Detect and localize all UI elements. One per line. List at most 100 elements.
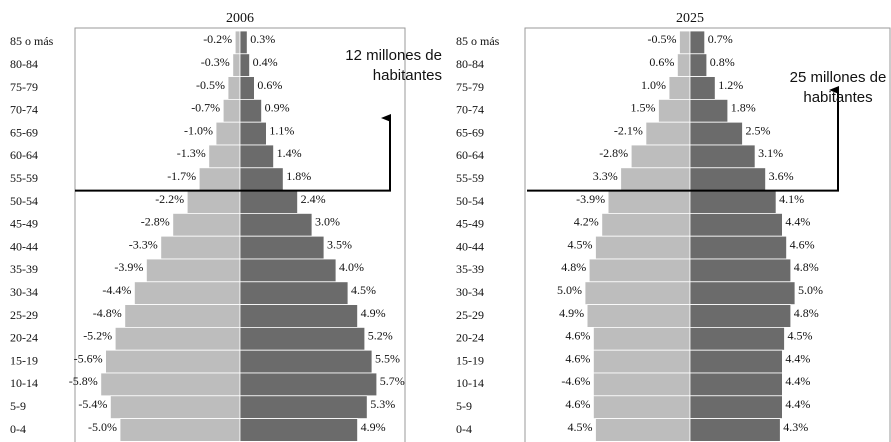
value-label: 1.5%: [631, 101, 656, 115]
bar: [124, 304, 241, 328]
plot-frame: [524, 27, 891, 442]
category-label: 35-39: [456, 262, 484, 276]
bar: [114, 326, 241, 351]
category-label: 55-59: [456, 171, 484, 185]
annotation: habitantes: [803, 89, 872, 106]
value-label: 4.5%: [351, 283, 376, 297]
category-label: 30-34: [456, 285, 484, 299]
category-label: 55-59: [10, 171, 38, 185]
bar: [593, 349, 691, 374]
bar: [160, 235, 241, 260]
bar: [689, 395, 783, 419]
category-label: 15-19: [10, 353, 38, 367]
value-label: -1.0%: [184, 123, 213, 137]
value-label: -0.3%: [201, 55, 230, 69]
bar: [239, 121, 267, 146]
category-label: 10-14: [456, 376, 484, 390]
value-label: -0.7%: [191, 101, 220, 115]
value-label: 4.6%: [565, 397, 590, 411]
value-label: 4.1%: [779, 192, 804, 206]
value-label: 4.8%: [561, 260, 586, 274]
bar: [239, 281, 349, 305]
chart-title: 2006: [226, 11, 254, 26]
value-label: 4.9%: [559, 306, 584, 320]
value-label: -0.5%: [648, 32, 677, 46]
bar: [645, 121, 691, 146]
category-label: 85 o más: [456, 34, 500, 48]
bar: [239, 212, 313, 237]
bar: [234, 30, 241, 55]
value-label: -5.8%: [69, 374, 98, 388]
annotation: 12 millones de: [345, 47, 442, 64]
value-label: -3.3%: [129, 237, 158, 251]
value-label: -0.2%: [203, 32, 232, 46]
value-label: 0.4%: [253, 55, 278, 69]
value-label: 2.5%: [746, 123, 771, 137]
value-label: 4.5%: [788, 329, 813, 343]
value-label: 0.6%: [257, 78, 282, 92]
category-label: 5-9: [456, 399, 472, 413]
bar: [689, 167, 766, 192]
category-label: 0-4: [456, 422, 472, 436]
value-label: 0.8%: [710, 55, 735, 69]
bar: [689, 281, 796, 305]
value-label: 4.4%: [785, 397, 810, 411]
value-label: 2.4%: [301, 192, 326, 206]
value-label: 1.1%: [269, 123, 294, 137]
value-label: -4.6%: [561, 374, 590, 388]
category-label: 65-69: [10, 125, 38, 139]
category-label: 20-24: [10, 331, 38, 345]
category-label: 20-24: [456, 331, 484, 345]
category-label: 25-29: [456, 308, 484, 322]
bar: [110, 395, 241, 419]
value-label: -2.8%: [599, 146, 628, 160]
value-label: 4.4%: [785, 374, 810, 388]
bar: [689, 76, 716, 100]
bar: [105, 349, 241, 374]
value-label: -1.7%: [167, 169, 196, 183]
category-label: 60-64: [10, 148, 38, 162]
value-label: 4.9%: [361, 306, 386, 320]
bar: [689, 190, 777, 214]
bar: [239, 53, 251, 77]
bar: [593, 395, 691, 419]
value-label: 4.6%: [790, 237, 815, 251]
category-label: 75-79: [10, 80, 38, 94]
category-label: 10-14: [10, 376, 38, 390]
bar: [239, 258, 337, 283]
category-label: 50-54: [456, 194, 484, 208]
value-label: -1.3%: [177, 146, 206, 160]
value-label: 4.3%: [783, 420, 808, 434]
bar: [689, 144, 756, 169]
bar: [689, 121, 743, 146]
value-label: -4.4%: [102, 283, 131, 297]
bar: [689, 99, 729, 123]
value-label: 1.8%: [731, 101, 756, 115]
value-label: 4.0%: [339, 260, 364, 274]
bar: [239, 349, 373, 374]
value-label: 5.7%: [380, 374, 405, 388]
value-label: 4.2%: [574, 215, 599, 229]
value-label: -5.2%: [83, 329, 112, 343]
value-label: 4.6%: [565, 351, 590, 365]
value-label: 3.6%: [769, 169, 794, 183]
bar: [658, 99, 691, 123]
bar: [239, 99, 263, 123]
bar: [239, 30, 248, 55]
category-label: 5-9: [10, 399, 26, 413]
value-label: 4.8%: [794, 306, 819, 320]
plot-frame: [74, 27, 406, 442]
category-label: 45-49: [10, 217, 38, 231]
value-label: -4.8%: [93, 306, 122, 320]
bar: [232, 53, 241, 77]
bar: [595, 235, 691, 260]
bar: [689, 326, 785, 351]
value-label: 3.0%: [315, 215, 340, 229]
bar: [198, 167, 241, 192]
bar: [586, 304, 691, 328]
value-label: 4.4%: [785, 215, 810, 229]
value-label: 3.3%: [593, 169, 618, 183]
bar: [689, 372, 783, 397]
value-label: 0.6%: [649, 55, 674, 69]
value-label: 1.2%: [718, 78, 743, 92]
